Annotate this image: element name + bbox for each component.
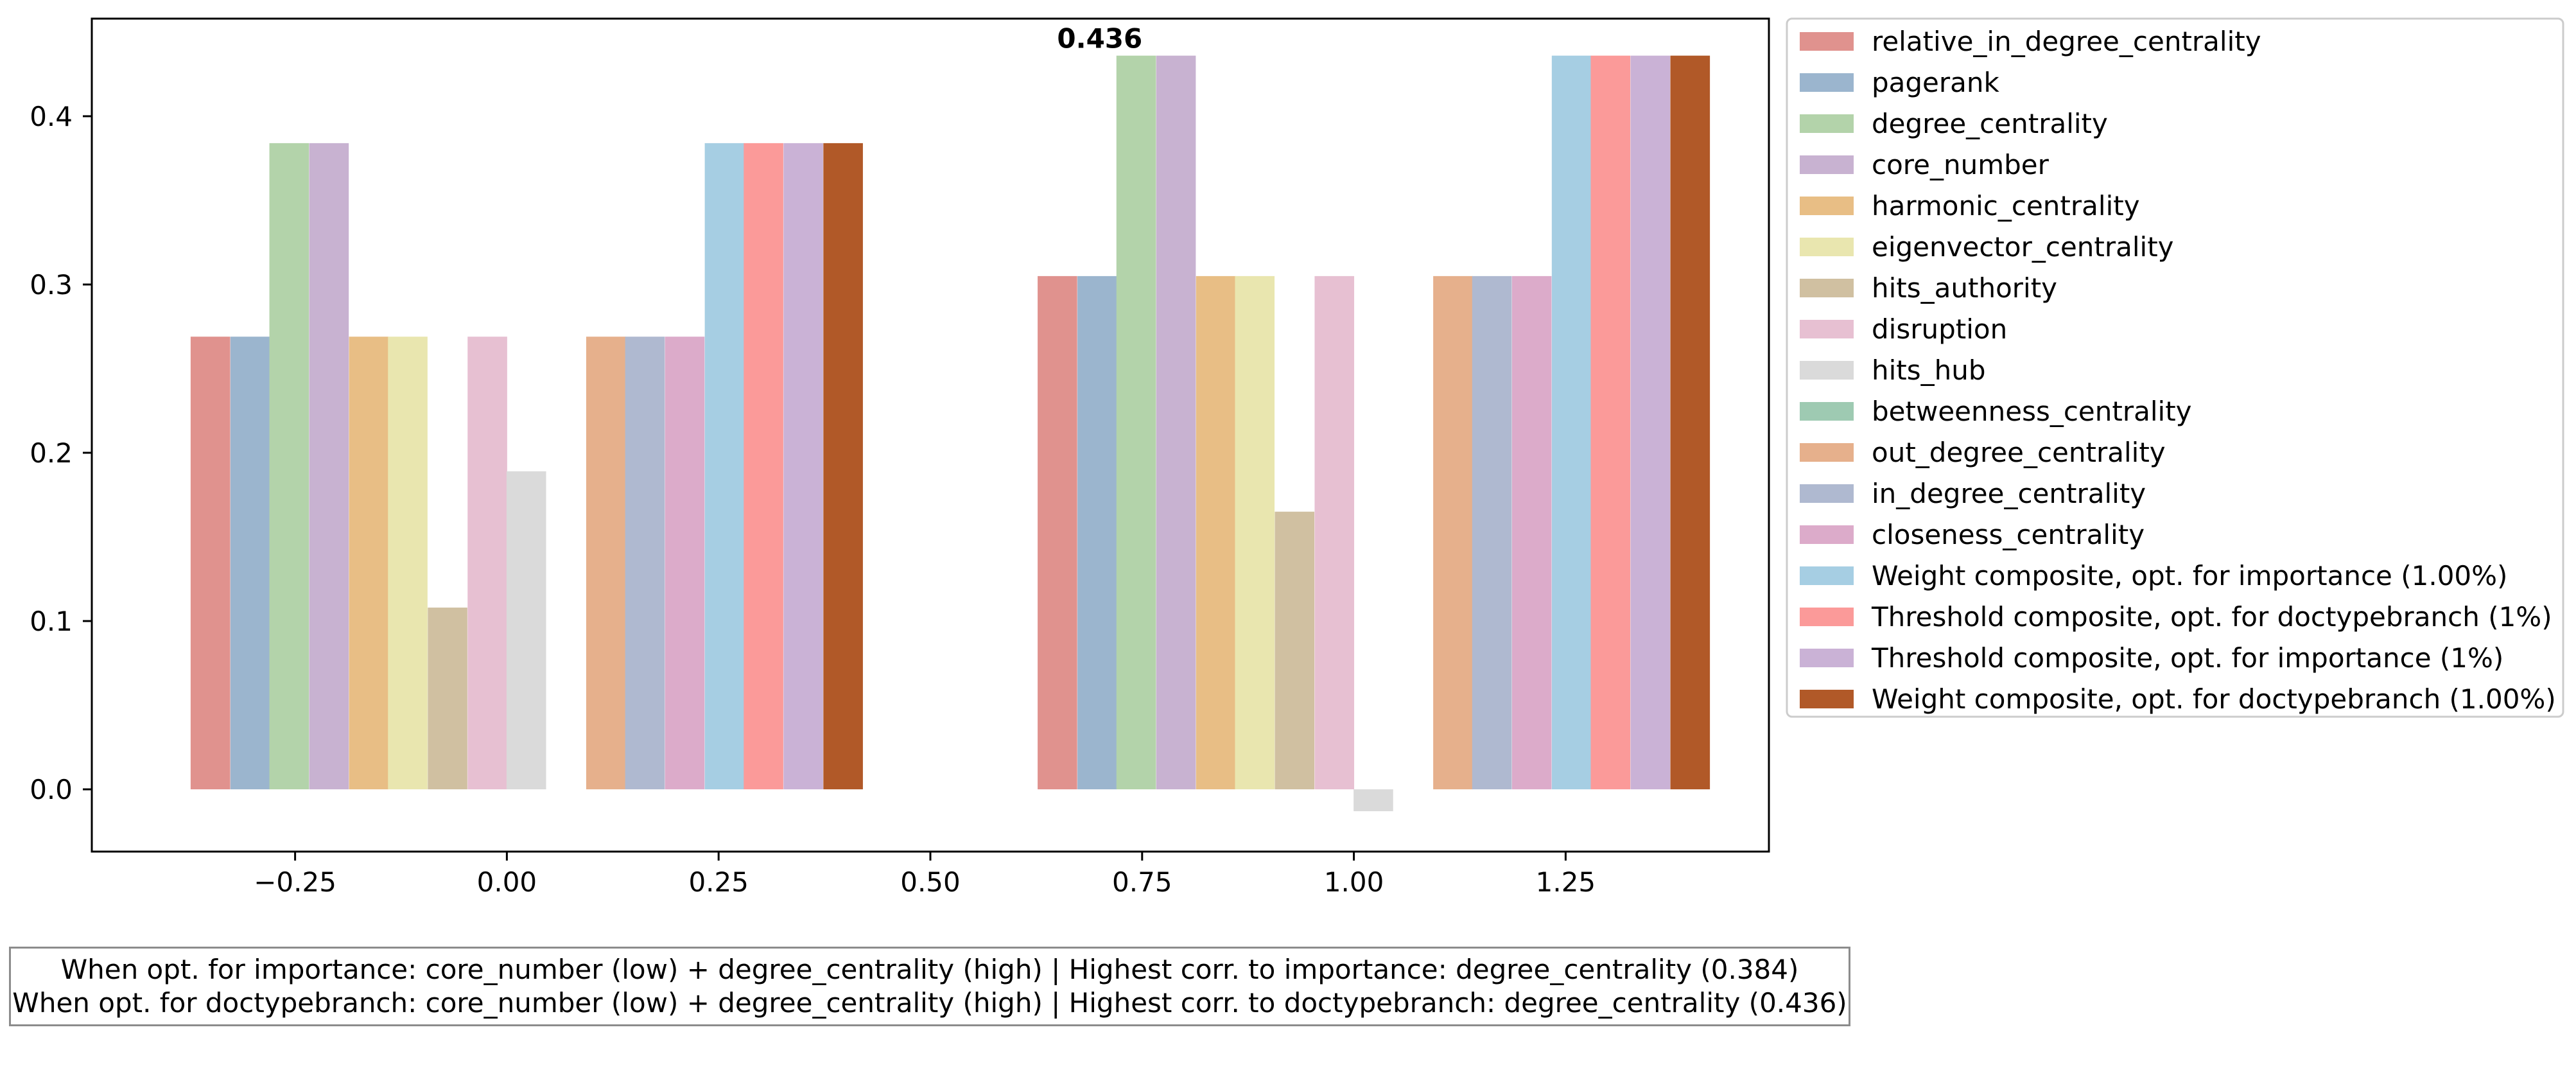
bar-11-0 <box>625 337 665 790</box>
legend-swatch-3 <box>1800 155 1854 174</box>
bar-8-1 <box>1353 789 1393 812</box>
legend-label-2: degree_centrality <box>1872 108 2108 139</box>
bar-11-1 <box>1472 276 1512 790</box>
bar-0-0 <box>190 337 231 790</box>
y-tick-label: 0.4 <box>30 101 73 132</box>
summary-caption: When opt. for importance: core_number (l… <box>9 947 1850 1026</box>
bar-7-0 <box>467 337 507 790</box>
bar-6-0 <box>428 608 467 790</box>
legend-label-4: harmonic_centrality <box>1872 190 2140 222</box>
bar-14-0 <box>744 143 783 790</box>
bar-10-0 <box>586 337 626 790</box>
legend-label-15: Threshold composite, opt. for importance… <box>1871 642 2503 674</box>
legend-label-12: closeness_centrality <box>1872 519 2145 550</box>
legend-swatch-9 <box>1800 402 1854 421</box>
legend-swatch-7 <box>1800 320 1854 338</box>
legend-swatch-0 <box>1800 32 1854 51</box>
x-tick-label: 0.75 <box>1112 866 1172 898</box>
legend-swatch-6 <box>1800 279 1854 297</box>
x-axis: −0.25 0.00 0.25 0.50 0.75 1.00 1.25 <box>254 852 1596 898</box>
bar-13-0 <box>704 143 745 790</box>
bar-3-0 <box>309 143 349 790</box>
legend-swatch-11 <box>1800 484 1854 503</box>
bar-5-0 <box>388 337 428 790</box>
x-tick-label: −0.25 <box>254 866 336 898</box>
bar-13-1 <box>1551 55 1592 790</box>
bar-10-1 <box>1433 276 1473 790</box>
legend-label-11: in_degree_centrality <box>1872 478 2146 509</box>
legend-label-0: relative_in_degree_centrality <box>1872 26 2261 57</box>
legend-swatch-5 <box>1800 238 1854 256</box>
bar-2-0 <box>269 143 309 790</box>
bar-4-0 <box>349 337 389 790</box>
bar-1-1 <box>1077 276 1117 790</box>
legend-swatch-10 <box>1800 443 1854 462</box>
y-tick-label: 0.3 <box>30 269 73 301</box>
x-tick-label: 0.25 <box>688 866 749 898</box>
legend-swatch-13 <box>1800 566 1854 585</box>
legend-swatch-8 <box>1800 361 1854 380</box>
bar-0-1 <box>1038 276 1077 790</box>
legend-swatch-12 <box>1800 525 1854 544</box>
legend-label-8: hits_hub <box>1872 355 1986 386</box>
legend: relative_in_degree_centrality pagerank deg… <box>1786 17 2564 718</box>
legend-label-3: core_number <box>1872 149 2049 180</box>
bar-15-1 <box>1630 55 1671 790</box>
bar-14-1 <box>1590 55 1631 790</box>
legend-label-9: betweenness_centrality <box>1872 396 2192 427</box>
bar-8-0 <box>506 471 546 790</box>
x-tick-label: 1.25 <box>1536 866 1596 898</box>
y-tick-label: 0.2 <box>30 437 73 469</box>
bar-5-1 <box>1235 276 1275 790</box>
caption-line-importance: When opt. for importance: core_number (l… <box>60 954 1799 985</box>
y-tick-label: 0.0 <box>30 774 73 805</box>
bar-7-1 <box>1314 276 1355 790</box>
legend-swatch-16 <box>1800 690 1854 708</box>
bars-layer <box>190 55 1710 812</box>
x-tick-label: 0.50 <box>900 866 961 898</box>
bar-12-1 <box>1511 276 1552 790</box>
legend-swatch-15 <box>1800 649 1854 667</box>
bar-3-1 <box>1156 55 1196 790</box>
legend-label-16: Weight composite, opt. for doctypebranch… <box>1872 683 2556 715</box>
legend-swatch-14 <box>1800 608 1854 626</box>
bar-16-0 <box>823 143 863 790</box>
bar-16-1 <box>1670 55 1710 790</box>
legend-label-10: out_degree_centrality <box>1872 437 2166 468</box>
legend-label-13: Weight composite, opt. for importance (1… <box>1872 560 2507 591</box>
legend-label-5: eigenvector_centrality <box>1872 231 2174 263</box>
legend-swatch-4 <box>1800 197 1854 215</box>
caption-line-doctypebranch: When opt. for doctypebranch: core_number… <box>12 987 1847 1019</box>
legend-label-6: hits_authority <box>1872 272 2057 304</box>
legend-swatch-2 <box>1800 114 1854 133</box>
bar-15-0 <box>783 143 823 790</box>
bar-2-1 <box>1116 55 1156 790</box>
y-axis: 0.0 0.1 0.2 0.3 0.4 <box>30 101 92 805</box>
max-value-annotation: 0.436 <box>1057 23 1142 55</box>
bar-1-0 <box>230 337 270 790</box>
x-tick-label: 1.00 <box>1324 866 1384 898</box>
legend-frame <box>1786 17 2564 718</box>
bar-4-1 <box>1196 276 1236 790</box>
legend-label-7: disruption <box>1872 313 2007 345</box>
bar-6-1 <box>1275 511 1315 790</box>
legend-label-14: Threshold composite, opt. for doctypebra… <box>1871 601 2552 633</box>
legend-label-1: pagerank <box>1872 67 2000 98</box>
y-tick-label: 0.1 <box>30 606 73 637</box>
x-tick-label: 0.00 <box>477 866 537 898</box>
bar-12-0 <box>665 337 705 790</box>
legend-swatch-1 <box>1800 73 1854 92</box>
